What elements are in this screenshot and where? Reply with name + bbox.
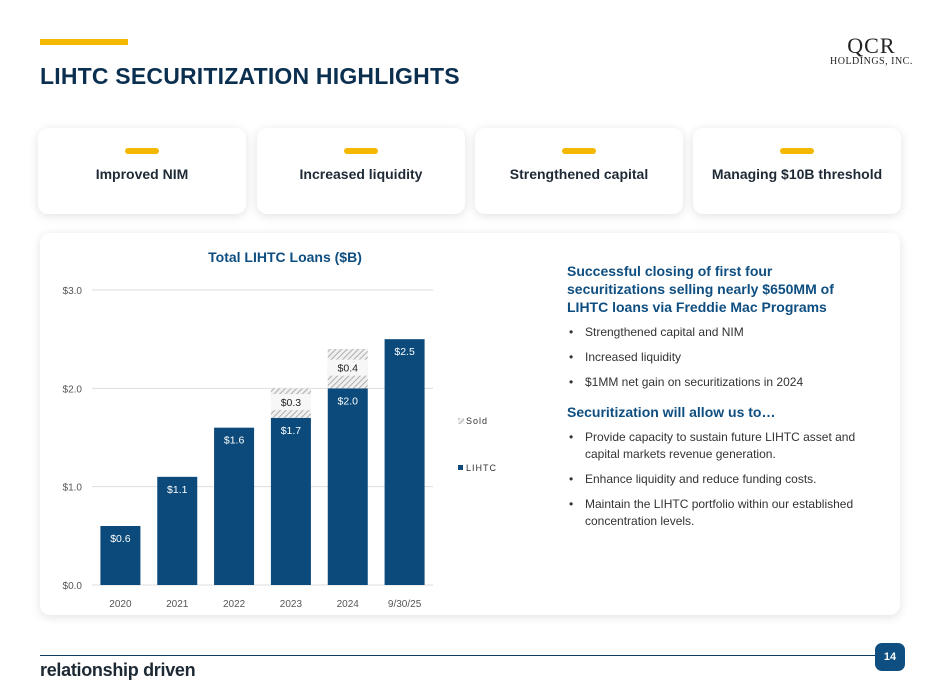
list-item: Strengthened capital and NIM bbox=[567, 324, 867, 341]
highlights-text: Successful closing of first four securit… bbox=[567, 262, 867, 542]
card-dash bbox=[780, 148, 814, 154]
x-tick-label: 2022 bbox=[223, 599, 246, 610]
chart-title: Total LIHTC Loans ($B) bbox=[208, 249, 362, 265]
logo-sub: HOLDINGS, INC. bbox=[830, 56, 913, 67]
bar-lihtc bbox=[327, 388, 368, 585]
y-tick-label: $1.0 bbox=[63, 483, 83, 494]
x-tick-label: 2020 bbox=[109, 599, 132, 610]
bar-label-lihtc: $2.5 bbox=[394, 346, 415, 358]
sold-label-bg bbox=[327, 359, 368, 376]
card-dash bbox=[562, 148, 596, 154]
card-label: Improved NIM bbox=[95, 166, 189, 182]
company-logo: QCR HOLDINGS, INC. bbox=[830, 33, 913, 68]
card-10b-threshold: Managing $10B threshold bbox=[693, 128, 901, 214]
list-item: Provide capacity to sustain future LIHTC… bbox=[567, 429, 867, 463]
legend-swatch-lihtc bbox=[458, 465, 463, 470]
bar-label-lihtc: $2.0 bbox=[338, 395, 359, 407]
card-label: Increased liquidity bbox=[299, 166, 423, 182]
bar-lihtc bbox=[214, 427, 255, 585]
y-tick-label: $0.0 bbox=[63, 581, 83, 592]
bar-lihtc bbox=[270, 417, 311, 585]
x-tick-label: 9/30/25 bbox=[388, 599, 422, 610]
tagline: relationship driven bbox=[40, 660, 196, 680]
list-item: Maintain the LIHTC portfolio within our … bbox=[567, 496, 867, 530]
card-dash bbox=[344, 148, 378, 154]
card-label: Managing $10B threshold bbox=[711, 166, 883, 182]
y-tick-label: $2.0 bbox=[63, 384, 83, 395]
bar-label-lihtc: $1.6 bbox=[224, 435, 245, 447]
bar-lihtc bbox=[100, 526, 141, 585]
legend-label-lihtc: LIHTC bbox=[466, 463, 497, 473]
card-dash bbox=[125, 148, 159, 154]
highlights-list: Strengthened capital and NIM Increased l… bbox=[567, 324, 867, 391]
list-item: Increased liquidity bbox=[567, 349, 867, 366]
x-tick-label: 2024 bbox=[337, 599, 360, 610]
sold-label-bg bbox=[270, 394, 311, 411]
card-label: Strengthened capital bbox=[509, 166, 649, 182]
card-increased-liquidity: Increased liquidity bbox=[257, 128, 465, 214]
bar-label-lihtc: $1.1 bbox=[167, 484, 188, 496]
page-number: 14 bbox=[875, 643, 905, 671]
legend-label-sold: Sold bbox=[466, 416, 488, 426]
securitization-list: Provide capacity to sustain future LIHTC… bbox=[567, 429, 867, 530]
x-tick-label: 2021 bbox=[166, 599, 189, 610]
page-title: LIHTC SECURITIZATION HIGHLIGHTS bbox=[40, 63, 460, 89]
bar-lihtc bbox=[384, 339, 425, 585]
bar-label-lihtc: $0.6 bbox=[110, 533, 131, 545]
y-tick-label: $3.0 bbox=[63, 286, 83, 297]
x-tick-label: 2023 bbox=[280, 599, 303, 610]
accent-bar bbox=[40, 39, 128, 45]
bar-label-sold: $0.3 bbox=[281, 397, 302, 409]
list-item: Enhance liquidity and reduce funding cos… bbox=[567, 471, 867, 488]
bar-label-sold: $0.4 bbox=[338, 363, 359, 375]
bar-label-lihtc: $1.7 bbox=[281, 425, 302, 437]
list-item: $1MM net gain on securitizations in 2024 bbox=[567, 374, 867, 391]
logo-main: QCR bbox=[847, 33, 896, 58]
card-improved-nim: Improved NIM bbox=[38, 128, 246, 214]
footer-divider bbox=[40, 655, 880, 656]
securitization-heading: Securitization will allow us to… bbox=[567, 404, 776, 420]
bar-lihtc bbox=[157, 476, 198, 585]
legend-swatch-sold bbox=[458, 418, 464, 424]
card-strengthened-capital: Strengthened capital bbox=[475, 128, 683, 214]
highlights-heading: Successful closing of first four securit… bbox=[567, 263, 834, 315]
